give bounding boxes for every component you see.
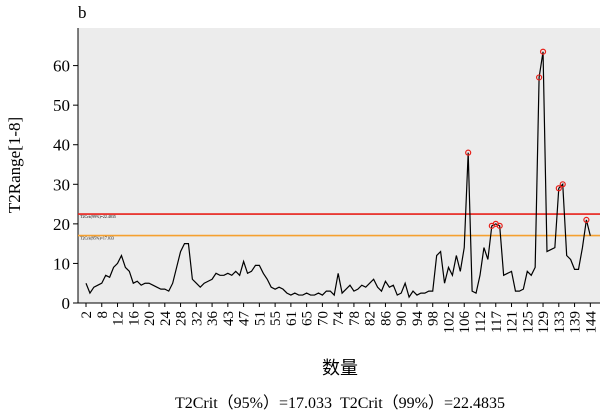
y-tick-label: 20 bbox=[53, 215, 70, 234]
outlier-marker bbox=[583, 216, 590, 224]
x-tick-label: 139 bbox=[568, 311, 584, 334]
x-tick-label: 121 bbox=[505, 311, 521, 334]
x-tick-label: 94 bbox=[410, 311, 426, 327]
x-tick-label: 28 bbox=[174, 311, 190, 326]
x-tick-label: 112 bbox=[473, 311, 489, 333]
x-tick-label: 24 bbox=[158, 311, 174, 327]
x-tick-label: 102 bbox=[441, 311, 457, 334]
x-tick-label: 90 bbox=[394, 311, 410, 326]
x-tick-label: 82 bbox=[363, 311, 379, 326]
x-tick-label: 32 bbox=[189, 311, 205, 326]
outlier-marker bbox=[496, 222, 503, 229]
outlier-marker bbox=[539, 48, 547, 55]
x-tick-label: 12 bbox=[111, 311, 127, 326]
x-tick-label: 43 bbox=[221, 311, 237, 326]
y-tick-label: 0 bbox=[62, 294, 71, 313]
x-tick-label: 106 bbox=[457, 311, 473, 334]
panel-label: b bbox=[78, 3, 87, 22]
outlier-marker bbox=[559, 181, 566, 188]
limit-label: T2Crit(95%)=17.033 bbox=[80, 236, 114, 241]
x-tick-label: 129 bbox=[536, 311, 552, 334]
x-tick-label: 78 bbox=[347, 311, 363, 326]
y-tick-label: 30 bbox=[53, 175, 70, 194]
x-tick-label: 70 bbox=[315, 311, 331, 326]
data-line bbox=[85, 51, 591, 299]
x-tick-label: 47 bbox=[237, 311, 253, 327]
x-tick-label: 2 bbox=[79, 311, 95, 319]
x-tick-label: 117 bbox=[489, 311, 505, 333]
x-tick-label: 20 bbox=[142, 311, 158, 326]
x-tick-label: 74 bbox=[331, 311, 347, 327]
x-tick-label: 51 bbox=[252, 311, 268, 326]
x-tick-label: 61 bbox=[284, 311, 300, 326]
x-tick-label: 36 bbox=[205, 311, 221, 327]
x-tick-label: 125 bbox=[520, 311, 536, 334]
x-tick-label: 144 bbox=[583, 311, 599, 334]
x-axis-label: 数量 bbox=[322, 358, 358, 378]
y-tick-label: 50 bbox=[53, 96, 70, 115]
outlier-marker bbox=[555, 185, 562, 192]
plot-background bbox=[78, 28, 600, 303]
y-axis-label: T2Range[1-8] bbox=[5, 117, 24, 213]
x-tick-label: 98 bbox=[426, 311, 442, 326]
y-tick-label: 60 bbox=[53, 57, 70, 76]
x-tick-label: 16 bbox=[126, 311, 142, 327]
x-tick-label: 133 bbox=[552, 311, 568, 334]
y-tick-label: 40 bbox=[53, 136, 70, 155]
x-tick-label: 65 bbox=[300, 311, 316, 326]
y-tick-label: 10 bbox=[53, 254, 70, 273]
limit-label: T2Crit(99%)=22.4835 bbox=[80, 214, 116, 219]
footer: T2Crit（95%）=17.033 T2Crit（99%）=22.4835 bbox=[175, 394, 505, 412]
outlier-marker bbox=[535, 74, 543, 81]
x-tick-label: 86 bbox=[378, 311, 394, 327]
x-tick-label: 55 bbox=[268, 311, 284, 326]
outlier-marker bbox=[465, 149, 472, 156]
x-tick-label: 8 bbox=[95, 311, 111, 319]
